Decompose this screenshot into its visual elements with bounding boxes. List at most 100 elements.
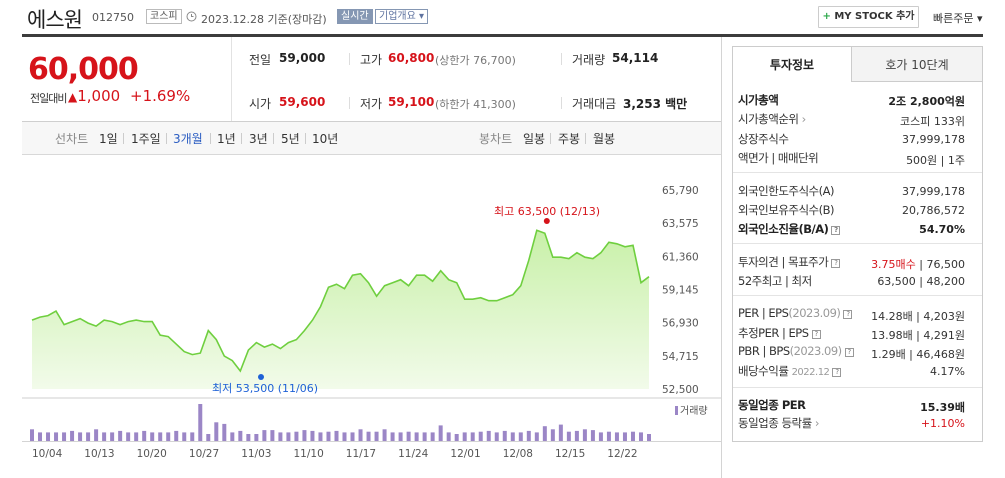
volume-bar [158,432,163,441]
period-1w[interactable]: 1주일 [131,132,161,146]
lower-limit: (하한가 41,300) [435,98,516,111]
volume-bar [606,431,611,441]
volume-bar [542,426,547,441]
price-line [31,229,650,373]
sector-per-value: 15.39배 [920,401,965,414]
change-label: 전일대비 [30,92,67,105]
price-divider [231,37,232,121]
volume-bar [118,430,123,441]
market-badge: 코스피 [146,9,182,24]
panel-divider [721,37,722,478]
volume-bar [430,432,435,441]
period-10y[interactable]: 10년 [312,132,339,146]
y-tick-label: 61,360 [662,251,699,263]
quick-order-button[interactable]: 빠른주문 ▾ [933,12,983,25]
period-1d[interactable]: 1일 [99,132,118,146]
market-cap-label: 시가총액 [738,93,779,107]
period-5y[interactable]: 5년 [281,132,300,146]
volume-bar [446,432,451,441]
candle-daily[interactable]: 일봉 [523,132,546,146]
candle-monthly[interactable]: 월봉 [593,132,616,146]
invest-info-panel [732,81,983,442]
stock-name: 에스원 [27,8,83,32]
opinion-value: 3.75매수 [871,258,916,271]
per-eps-value: 14.28배 | 4,203원 [871,310,965,323]
dividend-yield-label: 배당수익률 2022.12? [738,363,842,379]
open-value: 59,600 [279,95,326,109]
corp-info-button[interactable]: 기업개요 ▾ [375,9,428,24]
help-icon[interactable]: ? [832,368,842,377]
volume-bar [390,432,395,441]
period-1y[interactable]: 1년 [217,132,236,146]
volume-bar [566,431,571,441]
dividend-yield-text: 배당수익률 [738,364,789,378]
period-sep [123,133,124,144]
volume-bar [294,431,299,441]
y-tick-label: 56,930 [662,318,699,330]
clock-icon [186,11,197,25]
period-3y[interactable]: 3년 [249,132,268,146]
per-eps-label: PER | EPS(2023.09)? [738,306,853,320]
x-tick-label: 11/24 [398,448,429,460]
foreign-limit-label: 외국인한도주식수(A) [738,184,834,198]
volume-bar [126,432,131,441]
y-tick-label: 59,145 [662,285,699,297]
volume-bar [550,429,555,441]
realtime-badge[interactable]: 실시간 [337,9,373,24]
volume-bar [30,429,34,441]
volume-bar [38,432,43,441]
volume-value: 54,114 [612,51,659,65]
volume-bar [630,431,635,441]
open-label: 시가 [249,97,272,111]
help-icon[interactable]: ? [843,310,853,319]
candle-weekly[interactable]: 주봉 [558,132,581,146]
quote-sep [561,97,562,109]
volume-bar [310,430,315,441]
volume-bar [86,432,91,441]
par-unit-value: 500원 | 1주 [906,154,965,167]
help-icon[interactable]: ? [844,348,854,357]
opinion-target-text: 투자의견 | 목표주가 [738,255,829,269]
foreign-limit-value: 37,999,178 [902,185,965,198]
volume-bar [366,431,371,441]
volume-bar [102,432,107,441]
period-sep [166,133,167,144]
volume-legend-swatch [675,406,678,415]
volume-bar [214,422,219,441]
my-stock-add-button[interactable]: + MY STOCK 추가 [818,6,919,28]
tab-orderbook-10[interactable]: 호가 10단계 [851,46,983,82]
volume-bar [254,434,259,441]
help-icon[interactable]: ? [831,226,841,235]
volume-bar [318,432,323,441]
volume-bar [262,430,267,441]
help-icon[interactable]: ? [811,330,821,339]
sector-change-label[interactable]: 동일업종 등락률 › [738,415,819,431]
volume-bar [326,431,331,441]
quote-sep [561,53,562,65]
volume-bar [534,432,539,441]
volume-bar [334,430,339,441]
market-cap-rank-label[interactable]: 시가총액순위 › [738,111,806,127]
quote-divider [22,121,721,122]
volume-bar [246,434,251,441]
tab-invest-info[interactable]: 투자정보 [732,46,852,82]
dividend-yield-value: 4.17% [930,365,965,378]
volume-bar [478,431,483,441]
low-value: 59,100 [388,95,435,109]
date-label: 2023.12.28 기준(장마감) [201,13,327,26]
listed-shares-label: 상장주식수 [738,132,789,146]
period-bar [22,122,721,155]
sector-change-value: +1.10% [920,417,965,430]
quote-sep [349,97,350,109]
help-icon[interactable]: ? [831,259,841,268]
low-label: 저가 [360,97,383,111]
foreign-ratio-label: 외국인소진율(B/A)? [738,221,841,237]
period-3m[interactable]: 3개월 [173,132,203,146]
prev-close-value: 59,000 [279,51,326,65]
amount-value: 3,253 백만 [623,97,688,111]
est-per-eps-text: 추정PER | EPS [738,326,809,340]
market-cap-value: 2조 2,800억원 [888,95,965,108]
volume-bar [78,432,83,441]
min-marker [258,374,264,380]
dividend-yield-date: 2022.12 [791,367,830,378]
